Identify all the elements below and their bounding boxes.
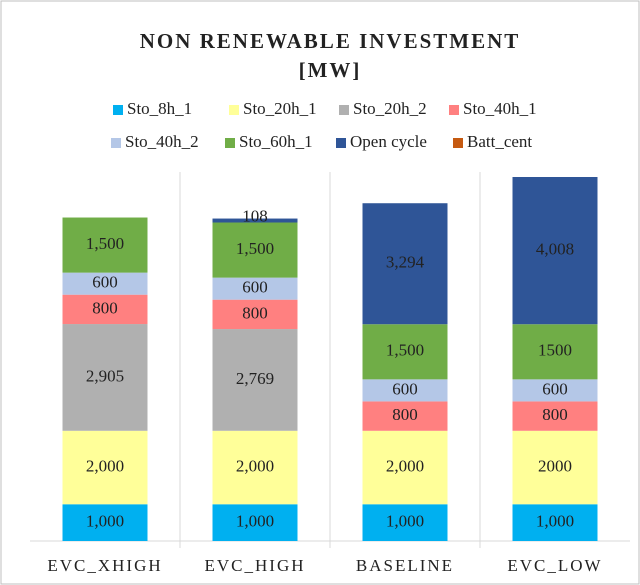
legend-label: Sto_20h_1: [243, 99, 317, 118]
legend-label: Sto_20h_2: [353, 99, 427, 118]
x-tick-label: EVC_HIGH: [205, 556, 306, 575]
bar-segment: [212, 299, 298, 330]
legend-swatch: [449, 105, 459, 115]
data-label: 1,500: [236, 239, 274, 258]
data-label: 4,008: [536, 240, 574, 259]
data-label: 800: [242, 303, 268, 322]
data-label: 108: [242, 206, 268, 225]
data-label: 800: [92, 298, 118, 317]
bar-segment: [62, 217, 148, 273]
bar-segment: [212, 430, 298, 505]
legend-swatch: [113, 105, 123, 115]
bar-segment: [62, 504, 148, 541]
bar-segment: [62, 294, 148, 325]
data-label: 2,000: [86, 456, 124, 475]
data-label: 2,000: [386, 456, 424, 475]
bar-segment: [362, 379, 448, 402]
data-label: 1,500: [386, 341, 424, 360]
x-tick-label: EVC_LOW: [507, 556, 602, 575]
bar-segment: [362, 430, 448, 505]
data-label: 1,000: [236, 512, 274, 531]
legend-label: Sto_40h_1: [463, 99, 537, 118]
legend-swatch: [229, 105, 239, 115]
legend-swatch: [339, 105, 349, 115]
chart-title: NON RENEWABLE INVESTMENT: [140, 29, 521, 53]
data-label: 600: [542, 379, 568, 398]
bar-segment: [212, 329, 298, 431]
data-label: 600: [92, 273, 118, 292]
data-label: 2,905: [86, 366, 124, 385]
legend-label: Open cycle: [350, 132, 427, 151]
data-label: 600: [242, 278, 268, 297]
data-label: 800: [392, 405, 418, 424]
data-label: 1,000: [86, 512, 124, 531]
bar-segment: [512, 401, 598, 431]
bar-segment: [212, 222, 298, 278]
data-label: 1,000: [536, 512, 574, 531]
legend-label: Sto_8h_1: [127, 99, 192, 118]
data-label: 800: [542, 405, 568, 424]
legend-label: Batt_cent: [467, 132, 532, 151]
bar-segment: [512, 504, 598, 541]
bar-segment: [212, 504, 298, 541]
x-tick-label: EVC_XHIGH: [47, 556, 162, 575]
data-label: 2000: [538, 456, 572, 475]
bar-segment: [512, 324, 598, 380]
legend-label: Sto_40h_2: [125, 132, 199, 151]
bar-segment: [362, 504, 448, 541]
data-label: 1,500: [86, 234, 124, 253]
data-label: 1,000: [386, 512, 424, 531]
data-label: 3,294: [386, 253, 425, 272]
legend-swatch: [453, 138, 463, 148]
bar-segment: [212, 277, 298, 300]
chart-subtitle: [MW]: [299, 58, 362, 82]
legend-swatch: [336, 138, 346, 148]
legend-swatch: [111, 138, 121, 148]
bar-segment: [362, 401, 448, 431]
x-tick-label: BASELINE: [356, 556, 454, 575]
bar-segment: [362, 324, 448, 380]
bar-segment: [512, 379, 598, 402]
bar-segment: [512, 430, 598, 505]
data-label: 2,769: [236, 369, 274, 388]
legend-label: Sto_60h_1: [239, 132, 313, 151]
bar-segment: [362, 203, 448, 325]
data-label: 2,000: [236, 456, 274, 475]
bar-segment: [212, 218, 298, 223]
bar-segment: [512, 177, 598, 325]
bar-segment: [62, 430, 148, 505]
legend-swatch: [225, 138, 235, 148]
bar-segment: [62, 272, 148, 295]
data-label: 600: [392, 379, 418, 398]
bar-segment: [62, 324, 148, 431]
data-label: 1500: [538, 341, 572, 360]
